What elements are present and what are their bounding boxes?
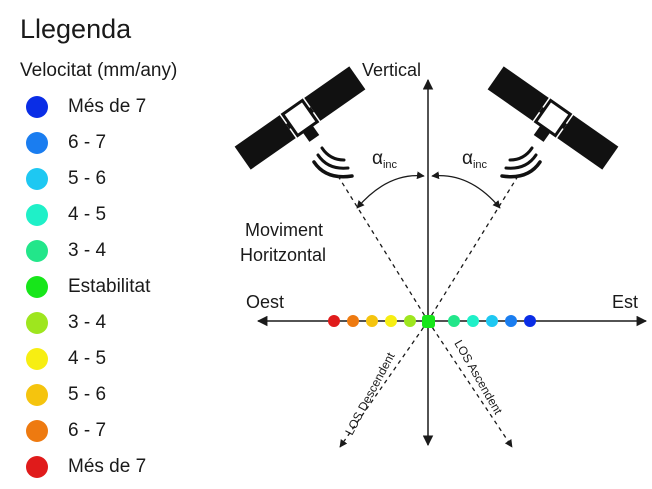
- signal-waves-left-icon: [312, 146, 354, 179]
- axis-dot: [404, 315, 416, 327]
- los-ascending-label: LOS Ascendent: [451, 338, 505, 418]
- legend-label: Més de 7: [68, 456, 147, 477]
- incidence-angle-arc-right: [431, 171, 501, 209]
- axis-dot: [328, 315, 340, 327]
- angle-subscript: inc: [473, 159, 488, 171]
- axis-dot: [347, 315, 359, 327]
- los-ascending-line: [427, 175, 519, 322]
- west-label: Oest: [246, 292, 284, 312]
- legend-label: 5 - 6: [68, 384, 107, 405]
- los-ascending-extension: [427, 320, 513, 448]
- legend-color-dot: [26, 312, 48, 334]
- axis-color-dots: [328, 315, 536, 328]
- east-label: Est: [612, 292, 638, 312]
- legend-color-dot: [26, 132, 48, 154]
- axis-dot: [467, 315, 479, 327]
- legend-label: Més de 7: [68, 96, 147, 117]
- horizontal-movement-label-line1: Moviment: [245, 220, 323, 240]
- legend-label: 4 - 5: [68, 348, 107, 369]
- los-descending-label: LOS Descendent: [342, 350, 398, 438]
- legend-label: 6 - 7: [68, 420, 107, 441]
- incidence-angle-arc-left: [356, 171, 425, 209]
- axis-dot: [385, 315, 397, 327]
- angle-symbol: α: [462, 148, 473, 169]
- legend-label: 6 - 7: [68, 132, 107, 153]
- legend-title: Llegenda: [20, 14, 132, 44]
- legend-color-dot: [26, 96, 48, 118]
- legend-subtitle: Velocitat (mm/any): [20, 60, 178, 81]
- incidence-angle-label-left: αinc: [372, 148, 398, 171]
- legend-label: 3 - 4: [68, 312, 107, 333]
- legend-label: 4 - 5: [68, 204, 107, 225]
- legend-color-dot: [26, 384, 48, 406]
- signal-waves-right-icon: [500, 146, 542, 179]
- legend-color-dot: [26, 168, 48, 190]
- axis-dot: [524, 315, 536, 327]
- legend-label: Estabilitat: [68, 276, 151, 297]
- legend-color-dot: [26, 348, 48, 370]
- axis-dot-center: [422, 315, 435, 328]
- satellite-right-icon: [487, 66, 619, 170]
- legend-color-dot: [26, 240, 48, 262]
- legend-color-dot: [26, 456, 48, 478]
- angle-symbol: α: [372, 148, 383, 169]
- axis-dot: [448, 315, 460, 327]
- legend-color-dot: [26, 204, 48, 226]
- legend-label: 3 - 4: [68, 240, 107, 261]
- legend-label: 5 - 6: [68, 168, 107, 189]
- incidence-angle-label-right: αinc: [462, 148, 488, 171]
- axis-dot: [486, 315, 498, 327]
- los-descending-extension: [339, 320, 429, 448]
- vertical-axis-label: Vertical: [362, 60, 421, 80]
- legend-color-dot: [26, 420, 48, 442]
- axis-dot: [366, 315, 378, 327]
- horizontal-movement-label-line2: Horitzontal: [240, 245, 326, 265]
- los-descending-line: [337, 175, 429, 322]
- angle-subscript: inc: [383, 159, 398, 171]
- axis-dot: [505, 315, 517, 327]
- legend-color-dot: [26, 276, 48, 298]
- satellite-left-icon: [234, 66, 366, 170]
